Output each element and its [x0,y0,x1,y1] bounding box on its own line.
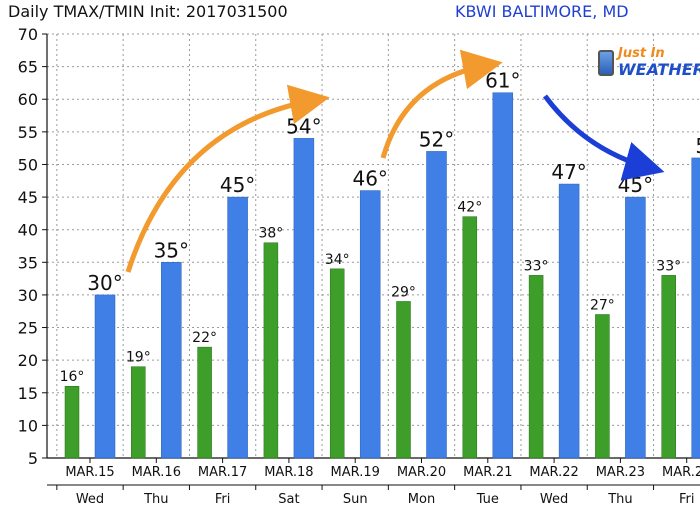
tmin-data-label: 42° [457,200,482,216]
tmin-bar [462,216,478,459]
tmin-bar [528,275,544,459]
tmin-data-label: 34° [325,252,350,268]
x-tick-label: MAR.18 [264,465,313,480]
tmin-bar [595,314,610,459]
tmax-bar [426,151,447,459]
tmin-data-label: 22° [192,330,217,346]
tmin-data-label: 33° [524,258,549,274]
phone-icon [598,50,614,76]
tmax-data-label: 35° [154,238,189,262]
tmin-data-label: 29° [391,284,416,300]
tmax-bar [625,196,646,459]
tmax-bar [359,190,381,459]
tmax-data-label: 54° [286,114,321,138]
y-tick-label: 55 [18,123,38,142]
tmax-bar [161,262,182,459]
blue-trend-arrow [542,94,665,181]
tmax-bar [94,294,116,459]
y-tick-label: 70 [18,25,38,44]
x-tick-label: MAR.21 [463,465,512,480]
y-tick-label: 25 [18,319,38,338]
day-label: Fri [215,492,231,507]
chart-title: Daily TMAX/TMIN Init: 2017031500 [8,2,288,21]
tmin-bar [197,346,212,459]
tmin-data-label: 33° [656,258,681,274]
x-tick-label: MAR.23 [596,465,645,480]
tmax-bar [691,157,700,459]
day-label: Fri [679,492,695,507]
tmax-data-label: 46° [352,167,387,191]
y-tick-label: 10 [18,416,38,435]
tmin-data-label: 19° [126,350,151,366]
day-label: Mon [408,492,435,507]
tmax-bar [227,196,248,459]
day-label: Sat [278,492,299,507]
tmax-data-label: 30° [87,271,122,295]
y-tick-label: 20 [18,351,38,370]
y-tick-label: 35 [18,253,38,272]
tmax-bar [558,183,580,459]
tmin-bar [396,301,411,459]
x-tick-label: MAR.24 [662,465,700,480]
tmin-bar [661,275,676,459]
y-tick-label: 50 [18,155,38,174]
station-label: KBWI BALTIMORE, MD [455,2,629,21]
day-label: Thu [143,492,168,507]
x-tick-label: MAR.22 [529,465,578,480]
logo-line1: Just In [618,46,665,61]
tmax-data-label: 45° [618,173,653,197]
tmax-data-label: 5 [695,134,700,158]
orange-trend-arrow [125,84,330,273]
tmin-bar [329,268,345,459]
tmin-data-label: 27° [590,297,615,313]
logo-line2: WEATHER [618,60,700,79]
y-tick-label: 45 [18,188,38,207]
orange-trend-arrow [380,49,503,159]
x-tick-label: MAR.17 [198,465,247,480]
tmin-data-label: 38° [258,226,283,242]
day-label: Wed [76,492,104,507]
y-tick-label: 5 [28,449,38,468]
tmin-bar [64,385,80,459]
day-label: Wed [540,492,568,507]
x-tick-label: MAR.20 [397,465,446,480]
tmax-data-label: 52° [419,127,454,151]
day-label: Thu [607,492,632,507]
y-tick-label: 40 [18,221,38,240]
tmax-bar [293,138,315,459]
tmin-data-label: 16° [60,369,85,385]
day-label: Sun [343,492,368,507]
y-tick-label: 30 [18,286,38,305]
tmin-bar [263,242,279,459]
x-tick-label: MAR.15 [65,465,114,480]
x-tick-label: MAR.16 [132,465,181,480]
y-tick-label: 65 [18,58,38,77]
just-in-weather-logo: Just In WEATHER [596,46,700,82]
x-tick-label: MAR.19 [331,465,380,480]
y-tick-label: 60 [18,90,38,109]
day-label: Tue [476,492,499,507]
tmax-data-label: 45° [220,173,255,197]
tmax-data-label: 61° [485,69,520,93]
tmax-bar [492,92,514,459]
tmax-data-label: 47° [551,160,586,184]
tmin-bar [131,366,146,459]
y-tick-label: 15 [18,384,38,403]
